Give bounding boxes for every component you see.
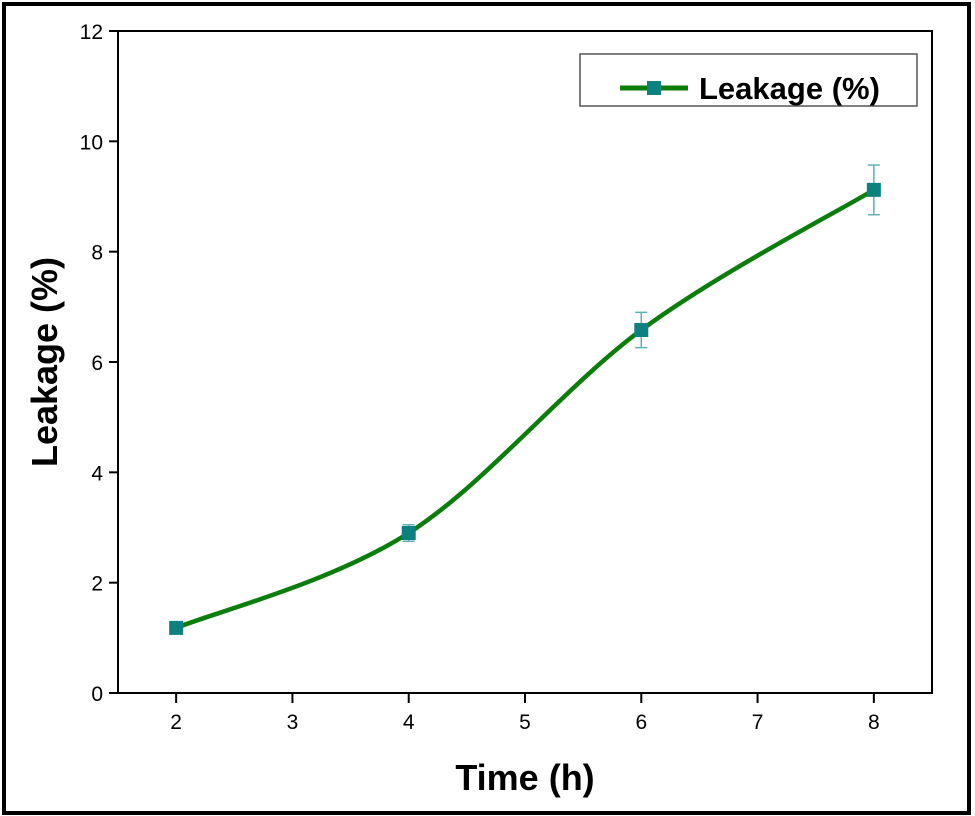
y-tick-label: 0 (91, 683, 103, 706)
y-tick-label: 8 (91, 242, 103, 265)
legend: Leakage (%) (579, 53, 918, 107)
legend-square-marker-icon (647, 81, 661, 95)
data-point-square-marker (169, 620, 184, 635)
x-tick-label: 2 (170, 711, 182, 734)
x-axis-ticks: 2 3 4 5 6 7 8 (170, 693, 880, 734)
legend-label: Leakage (%) (699, 71, 880, 106)
x-tick-label: 5 (519, 711, 531, 734)
data-point-square-marker (634, 323, 649, 338)
y-tick-label: 6 (91, 352, 103, 375)
x-tick-label: 7 (752, 711, 764, 734)
y-tick-label: 2 (91, 573, 103, 596)
data-point-square-marker (401, 526, 416, 541)
series-line (173, 187, 877, 631)
x-tick-label: 6 (635, 711, 647, 734)
plot-area (117, 30, 933, 694)
y-tick-label: 4 (91, 462, 103, 485)
y-axis-title: Leakage (%) (24, 257, 65, 467)
x-tick-label: 3 (287, 711, 299, 734)
y-tick-label: 12 (80, 21, 103, 44)
x-tick-label: 4 (403, 711, 415, 734)
y-tick-label: 10 (80, 131, 103, 154)
y-axis-ticks: 0 2 4 6 8 10 12 (80, 21, 118, 706)
legend-box (579, 53, 918, 107)
plot-border (117, 30, 933, 694)
x-tick-label: 8 (868, 711, 880, 734)
data-point-square-marker (866, 182, 881, 197)
x-axis-title: Time (h) (455, 757, 594, 798)
series-leakage (169, 164, 881, 635)
